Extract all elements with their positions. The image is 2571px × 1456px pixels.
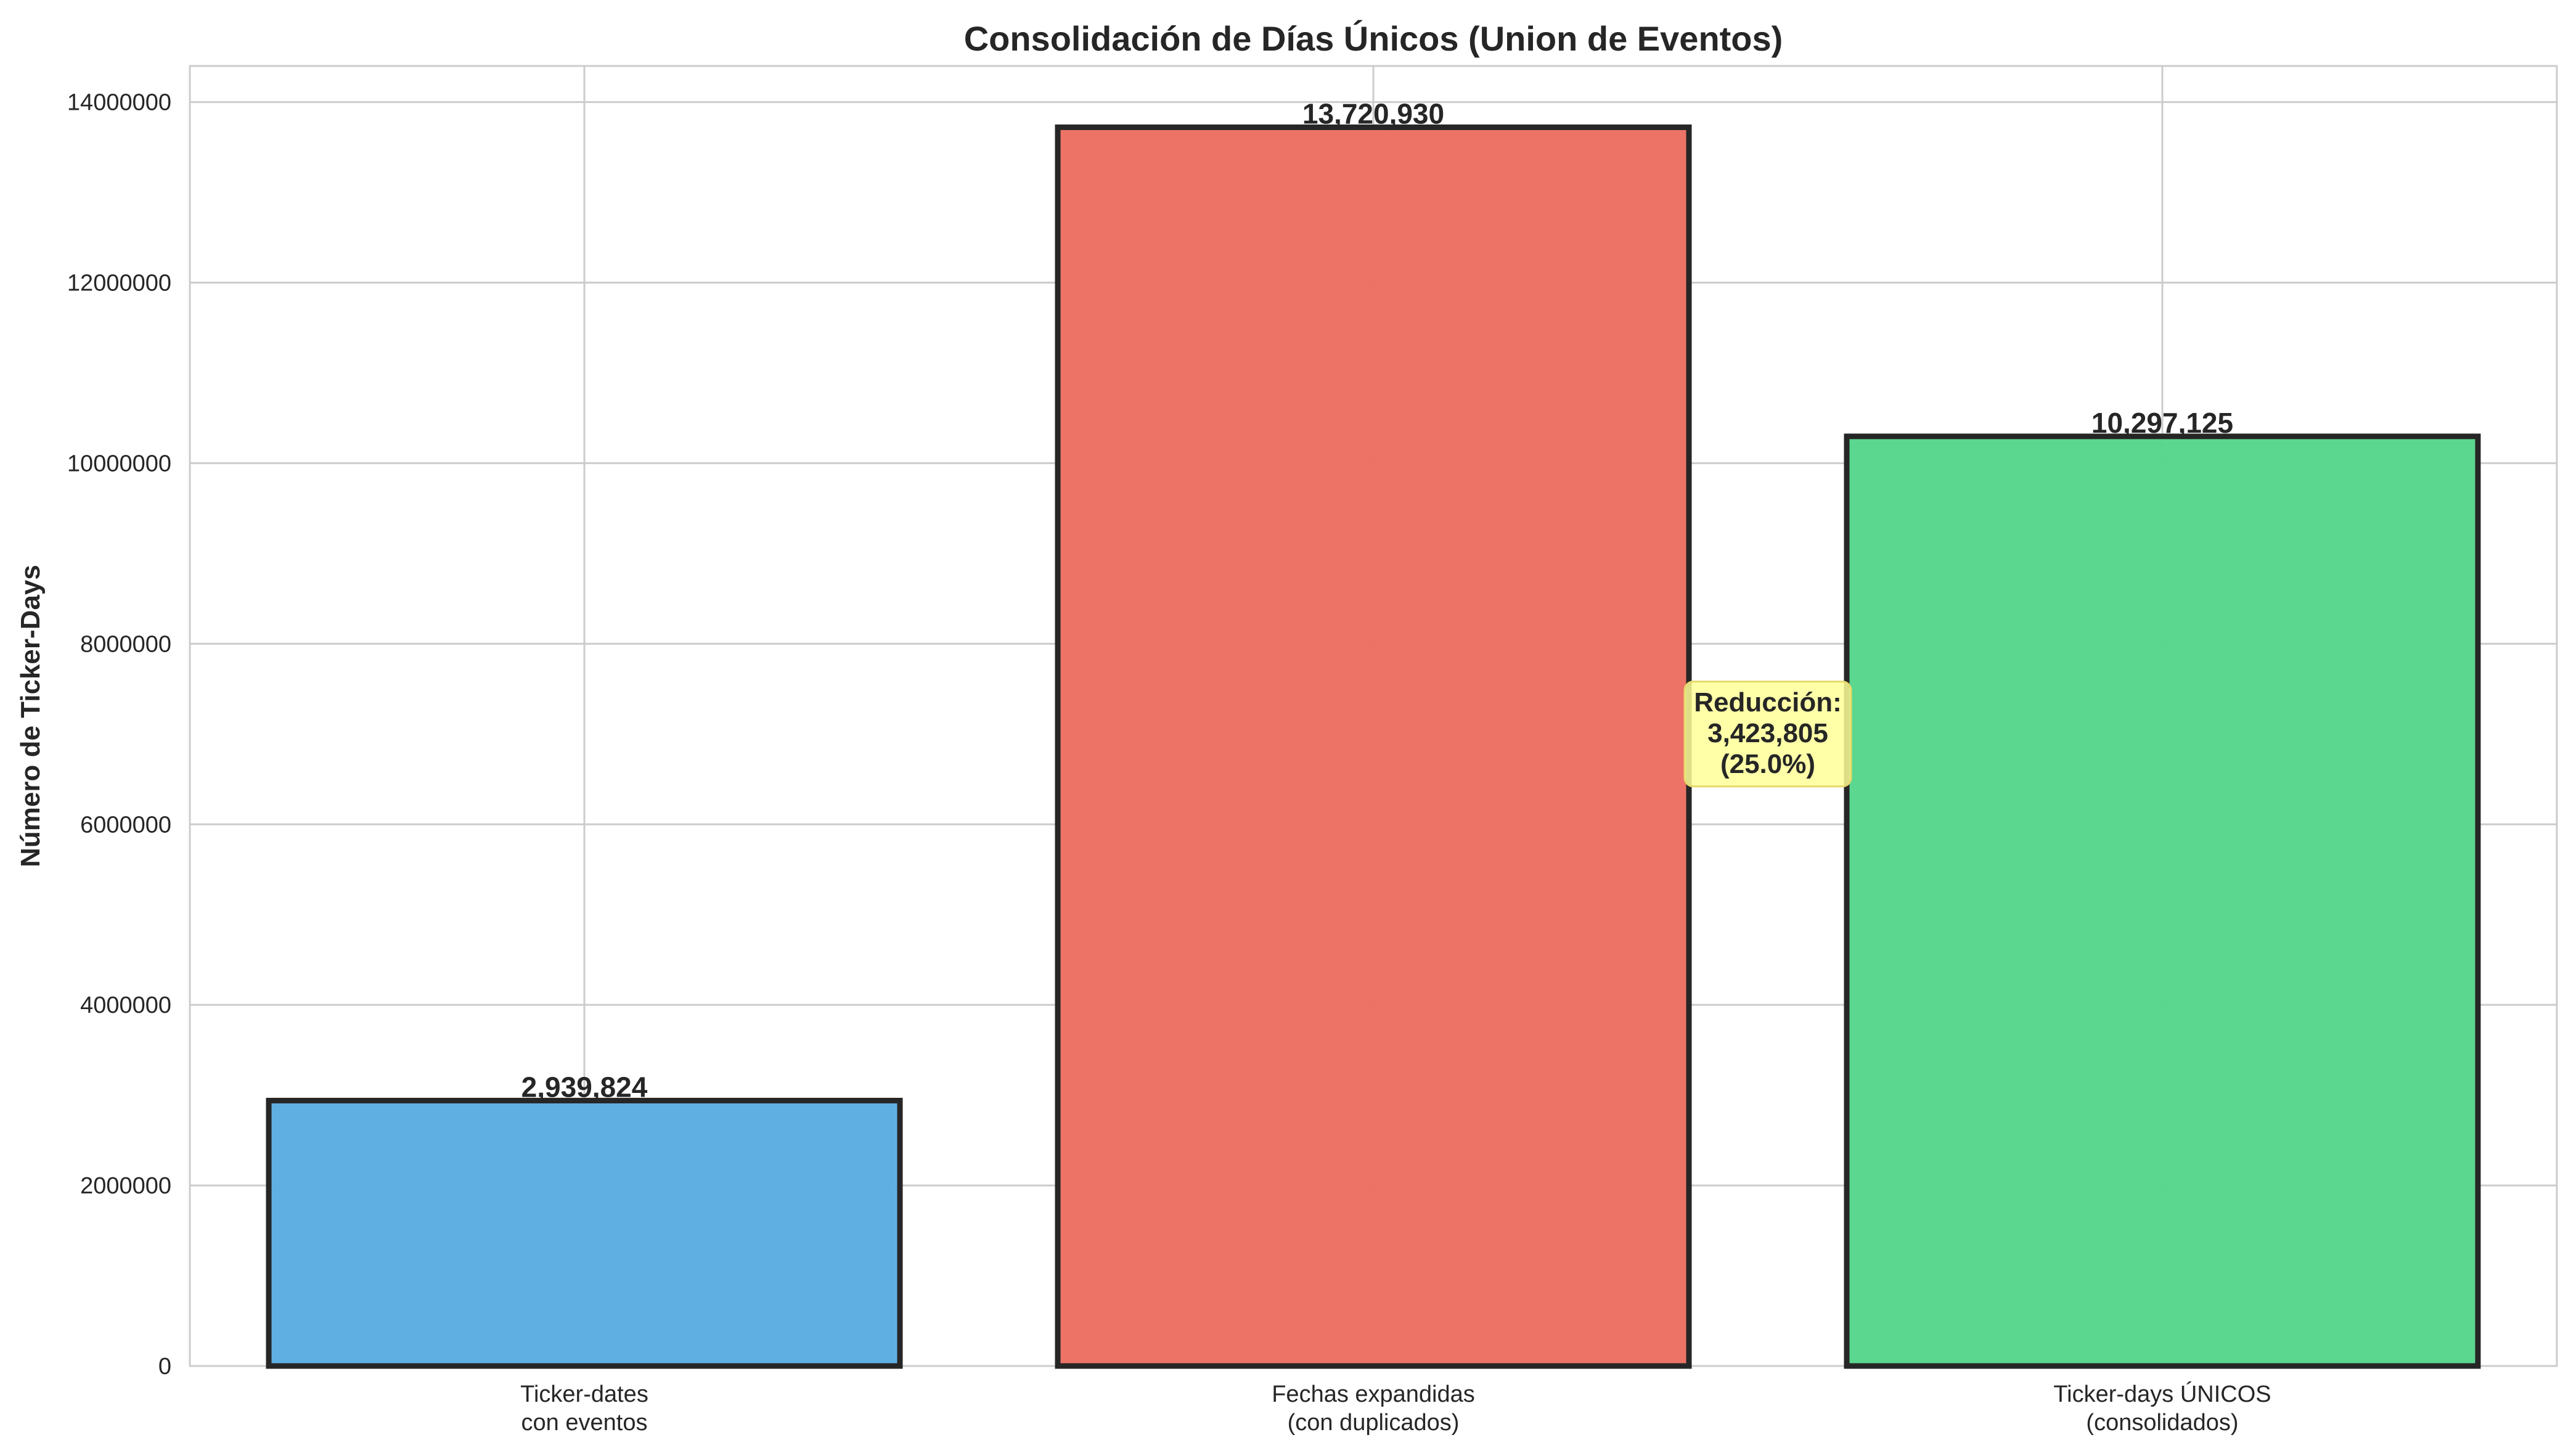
bar <box>266 1097 903 1369</box>
bar-value-label: 2,939,824 <box>521 1071 648 1103</box>
y-tick-label: 6000000 <box>80 812 171 838</box>
value-labels: 2,939,824 13,720,930 10,297,125 <box>521 97 2233 1103</box>
y-tick-label: 12000000 <box>67 271 171 297</box>
annotation-text: Reducción: 3,423,805 (25.0%) <box>1694 687 1842 779</box>
y-tick-label: 8000000 <box>80 631 171 657</box>
bar-value-label: 13,720,930 <box>1302 97 1444 129</box>
bar <box>1055 124 1692 1369</box>
bar-value-label: 10,297,125 <box>2091 407 2233 439</box>
bar <box>1844 433 2481 1369</box>
y-tick-label: 10000000 <box>67 451 171 476</box>
x-tick-label: Ticker-dates con eventos <box>520 1381 648 1436</box>
chart-title: Consolidación de Días Únicos (Union de E… <box>964 19 1783 58</box>
y-tick-label: 0 <box>158 1354 171 1380</box>
annotation-box <box>1683 681 1852 788</box>
y-tick-label: 4000000 <box>80 992 171 1018</box>
y-axis-ticks: 0 2000000 4000000 6000000 8000000 10000000 120… <box>67 90 171 1380</box>
reduction-annotation: Reducción: 3,423,805 (25.0%) <box>1683 681 1852 788</box>
x-axis-ticks: Ticker-dates con eventos Fechas expandidas… <box>520 1381 2271 1436</box>
x-tick-label: Fechas expandidas (con duplicados) <box>1272 1381 1475 1436</box>
y-tick-label: 14000000 <box>67 90 171 116</box>
y-tick-label: 2000000 <box>80 1173 171 1199</box>
bars <box>266 124 2481 1369</box>
x-tick-label: Ticker-days ÚNICOS (consolidados) <box>2053 1381 2271 1436</box>
y-axis-label: Número de Ticker-Days <box>15 565 46 867</box>
